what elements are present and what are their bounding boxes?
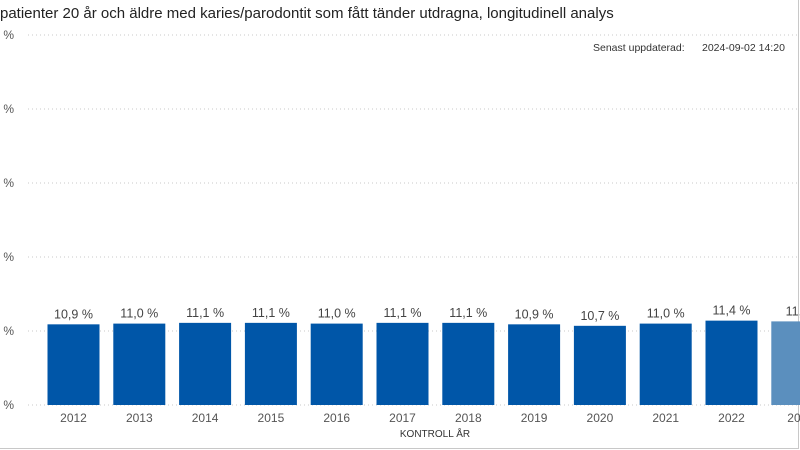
x-tick-label: 202 (787, 411, 800, 425)
bar (179, 322, 232, 405)
data-label: 11,1 % (186, 306, 224, 320)
x-axis-title: KONTROLL ÅR (400, 427, 470, 440)
y-tick-label: 0 % (0, 102, 14, 116)
x-tick-label: 2015 (258, 411, 285, 425)
x-tick-label: 2016 (323, 411, 350, 425)
x-tick-label: 2021 (652, 411, 679, 425)
y-tick-label: 0 % (0, 28, 14, 42)
bar (310, 323, 363, 405)
bar (573, 325, 626, 405)
data-label: 11,4 % (713, 304, 751, 318)
data-label: 11,1 % (449, 306, 487, 320)
x-tick-label: 2014 (192, 411, 219, 425)
data-label: 11,0 % (647, 307, 685, 321)
x-tick-label: 2017 (389, 411, 416, 425)
x-tick-label: 2019 (521, 411, 548, 425)
bar (705, 320, 758, 405)
bar (442, 322, 495, 405)
updated-label: Senast uppdaterad: (593, 42, 685, 54)
data-label: 10,9 % (54, 307, 93, 321)
x-tick-label: 2012 (60, 411, 87, 425)
chart-title: patienter 20 år och äldre med karies/par… (0, 5, 614, 22)
bar (47, 324, 100, 405)
bar (639, 323, 692, 405)
data-label: 10,7 % (580, 309, 619, 323)
bar (244, 322, 297, 405)
bar (113, 323, 166, 405)
y-tick-label: 0 % (0, 324, 14, 338)
x-tick-label: 2013 (126, 411, 153, 425)
x-tick-label: 2022 (718, 411, 745, 425)
data-label: 11,1 % (384, 306, 422, 320)
x-tick-label: 2018 (455, 411, 482, 425)
y-tick-label: 0 % (0, 176, 14, 190)
y-tick-label: 0 % (0, 398, 14, 412)
data-label: 11,0 % (120, 307, 158, 321)
updated-value: 2024-09-02 14:20 (702, 42, 785, 54)
y-tick-label: 0 % (0, 250, 14, 264)
data-label: 11,1 % (252, 306, 290, 320)
bar (376, 322, 429, 405)
bar (508, 324, 561, 405)
data-label: 10,9 % (515, 307, 554, 321)
x-tick-label: 2020 (587, 411, 614, 425)
bar (771, 321, 800, 405)
data-label: 11,3 (786, 304, 800, 318)
data-label: 11,0 % (318, 307, 356, 321)
